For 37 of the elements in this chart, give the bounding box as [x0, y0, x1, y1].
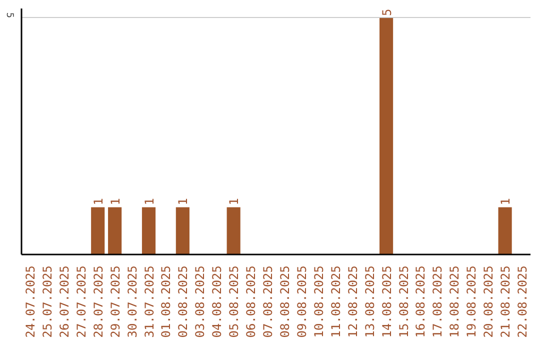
x-tick-label: 11.08.2025	[328, 265, 343, 338]
data-label: 1	[91, 198, 106, 206]
x-tick-label: 24.07.2025	[23, 265, 38, 338]
x-tick-label: 10.08.2025	[312, 265, 326, 338]
x-tick-label: 31.07.2025	[142, 265, 156, 338]
data-label: 1	[498, 198, 513, 206]
x-tick-label: 25.07.2025	[40, 265, 54, 338]
x-tick-label: 09.08.2025	[294, 265, 309, 338]
data-label: 1	[227, 198, 242, 206]
x-tick-label: 12.08.2025	[346, 265, 360, 338]
x-tick-label: 04.08.2025	[210, 265, 224, 338]
x-tick-label: 18.08.2025	[448, 265, 462, 338]
x-tick-label: 14.08.2025	[380, 265, 394, 338]
data-label: 5	[380, 8, 394, 16]
x-tick-label: 15.08.2025	[396, 265, 411, 338]
data-label: 1	[108, 198, 122, 206]
x-tick-label: 17.08.2025	[430, 265, 445, 338]
x-tick-label: 26.07.2025	[57, 265, 72, 338]
x-tick-label: 28.07.2025	[91, 265, 106, 338]
x-tick-label: 27.07.2025	[74, 265, 88, 338]
x-tick-label: 01.08.2025	[159, 265, 174, 338]
x-tick-label: 22.08.2025	[516, 265, 530, 338]
data-label: 1	[176, 198, 190, 206]
x-tick-label: 13.08.2025	[362, 265, 377, 338]
x-tick-label: 06.08.2025	[244, 265, 258, 338]
x-tick-label: 19.08.2025	[464, 265, 479, 338]
x-tick-label: 08.08.2025	[278, 265, 292, 338]
x-tick-label: 05.08.2025	[227, 265, 242, 338]
x-tick-label: 29.07.2025	[108, 265, 122, 338]
x-tick-label: 02.08.2025	[176, 265, 190, 338]
x-tick-label: 20.08.2025	[482, 265, 496, 338]
x-tick-label: 21.08.2025	[498, 265, 513, 338]
x-tick-label: 16.08.2025	[414, 265, 428, 338]
x-tick-label: 07.08.2025	[261, 265, 276, 338]
data-label: 1	[142, 198, 156, 206]
x-tick-label: 03.08.2025	[193, 265, 208, 338]
x-tick-label: 30.07.2025	[125, 265, 140, 338]
